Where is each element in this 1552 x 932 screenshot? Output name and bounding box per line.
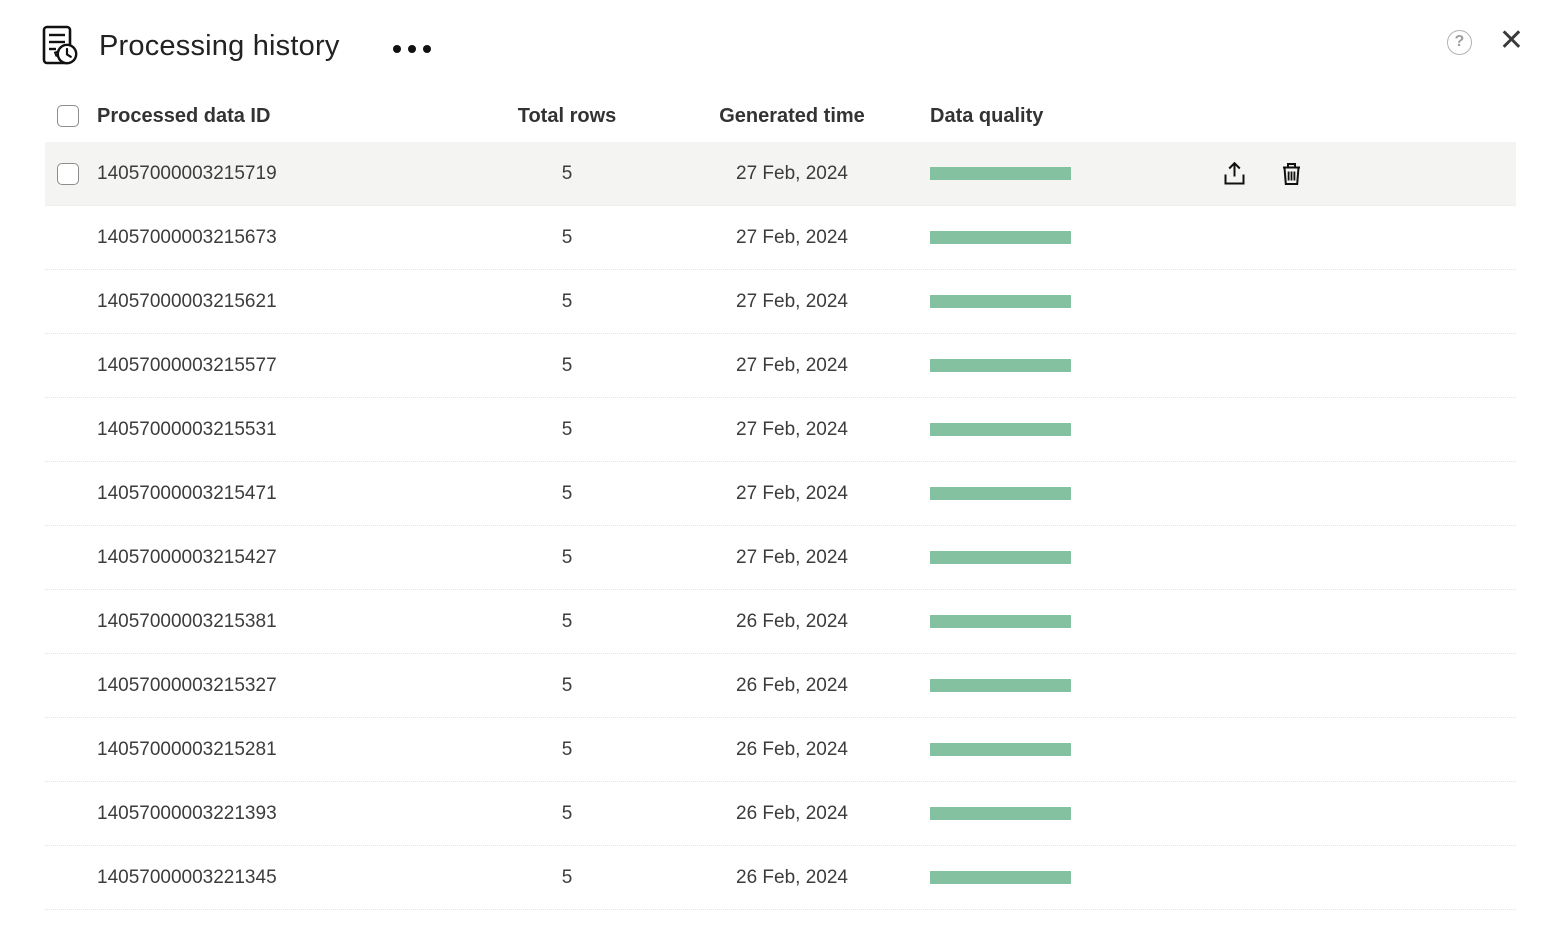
total-rows-value: 5 [561, 802, 573, 824]
total-rows-value: 5 [561, 482, 573, 504]
table-row[interactable]: 14057000003215577 5 27 Feb, 2024 [45, 334, 1516, 398]
total-rows-value: 5 [561, 610, 573, 632]
total-rows-value: 5 [561, 866, 573, 888]
data-quality-bar [930, 231, 1071, 244]
column-header-processed-data-id: Processed data ID [97, 104, 271, 127]
table-row[interactable]: 14057000003221393 5 26 Feb, 2024 [45, 782, 1516, 846]
generated-time-value: 26 Feb, 2024 [736, 802, 848, 824]
total-rows-value: 5 [561, 418, 573, 440]
data-quality-bar [930, 423, 1071, 436]
total-rows-value: 5 [561, 162, 573, 184]
export-icon[interactable] [1220, 159, 1249, 189]
table-row[interactable]: 14057000003215621 5 27 Feb, 2024 [45, 270, 1516, 334]
generated-time-value: 27 Feb, 2024 [736, 418, 848, 440]
data-quality-bar [930, 359, 1071, 372]
generated-time-value: 26 Feb, 2024 [736, 738, 848, 760]
processed-data-id: 14057000003215427 [97, 546, 277, 568]
row-actions [1092, 159, 1516, 189]
processed-data-id: 14057000003215381 [97, 610, 277, 632]
processed-data-id: 14057000003215673 [97, 226, 277, 248]
close-icon[interactable]: ✕ [1498, 24, 1524, 57]
table-row[interactable]: 14057000003215471 5 27 Feb, 2024 [45, 462, 1516, 526]
page-title: Processing history [99, 29, 340, 62]
document-history-icon [37, 23, 83, 69]
data-quality-bar [930, 295, 1071, 308]
table-body: 14057000003215719 5 27 Feb, 2024 [45, 142, 1516, 910]
generated-time-value: 27 Feb, 2024 [736, 226, 848, 248]
table-row[interactable]: 14057000003215531 5 27 Feb, 2024 [45, 398, 1516, 462]
data-quality-bar [930, 807, 1071, 820]
processed-data-id: 14057000003215719 [97, 162, 277, 184]
generated-time-value: 27 Feb, 2024 [736, 354, 848, 376]
generated-time-value: 27 Feb, 2024 [736, 482, 848, 504]
data-quality-bar [930, 871, 1071, 884]
question-mark-icon[interactable]: ? [1446, 27, 1477, 57]
processed-data-id: 14057000003215531 [97, 418, 277, 440]
table-row[interactable]: 14057000003215381 5 26 Feb, 2024 [45, 590, 1516, 654]
processed-data-id: 14057000003221345 [97, 866, 277, 888]
generated-time-value: 27 Feb, 2024 [736, 162, 848, 184]
table-row[interactable]: 14057000003215427 5 27 Feb, 2024 [45, 526, 1516, 590]
total-rows-value: 5 [561, 226, 573, 248]
trash-icon[interactable] [1279, 159, 1304, 189]
data-quality-bar [930, 743, 1071, 756]
ellipsis-icon[interactable] [387, 39, 437, 59]
table-row[interactable]: 14057000003215673 5 27 Feb, 2024 [45, 206, 1516, 270]
total-rows-value: 5 [561, 674, 573, 696]
processed-data-id: 14057000003215327 [97, 674, 277, 696]
column-header-generated-time: Generated time [719, 104, 865, 127]
column-header-data-quality: Data quality [930, 104, 1044, 127]
generated-time-value: 26 Feb, 2024 [736, 866, 848, 888]
row-checkbox[interactable] [57, 162, 79, 185]
table-header-row: Processed data ID Total rows Generated t… [45, 90, 1516, 142]
column-header-total-rows: Total rows [517, 104, 617, 127]
processed-data-id: 14057000003221393 [97, 802, 277, 824]
dialog-header: Processing history ? ✕ [0, 0, 1552, 90]
processed-data-id: 14057000003215621 [97, 290, 277, 312]
total-rows-value: 5 [561, 546, 573, 568]
data-quality-bar [930, 487, 1071, 500]
generated-time-value: 27 Feb, 2024 [736, 290, 848, 312]
generated-time-value: 26 Feb, 2024 [736, 610, 848, 632]
select-all-checkbox[interactable] [57, 105, 79, 127]
total-rows-value: 5 [561, 290, 573, 312]
data-quality-bar [930, 167, 1071, 180]
table-row[interactable]: 14057000003221345 5 26 Feb, 2024 [45, 846, 1516, 910]
generated-time-value: 26 Feb, 2024 [736, 674, 848, 696]
data-quality-bar [930, 615, 1071, 628]
table-row[interactable]: 14057000003215281 5 26 Feb, 2024 [45, 718, 1516, 782]
processed-data-id: 14057000003215471 [97, 482, 277, 504]
total-rows-value: 5 [561, 738, 573, 760]
table-row[interactable]: 14057000003215719 5 27 Feb, 2024 [45, 142, 1516, 206]
data-quality-bar [930, 551, 1071, 564]
processing-history-table: Processed data ID Total rows Generated t… [0, 90, 1552, 910]
processed-data-id: 14057000003215281 [97, 738, 277, 760]
processed-data-id: 14057000003215577 [97, 354, 277, 376]
total-rows-value: 5 [561, 354, 573, 376]
generated-time-value: 27 Feb, 2024 [736, 546, 848, 568]
table-row[interactable]: 14057000003215327 5 26 Feb, 2024 [45, 654, 1516, 718]
data-quality-bar [930, 679, 1071, 692]
